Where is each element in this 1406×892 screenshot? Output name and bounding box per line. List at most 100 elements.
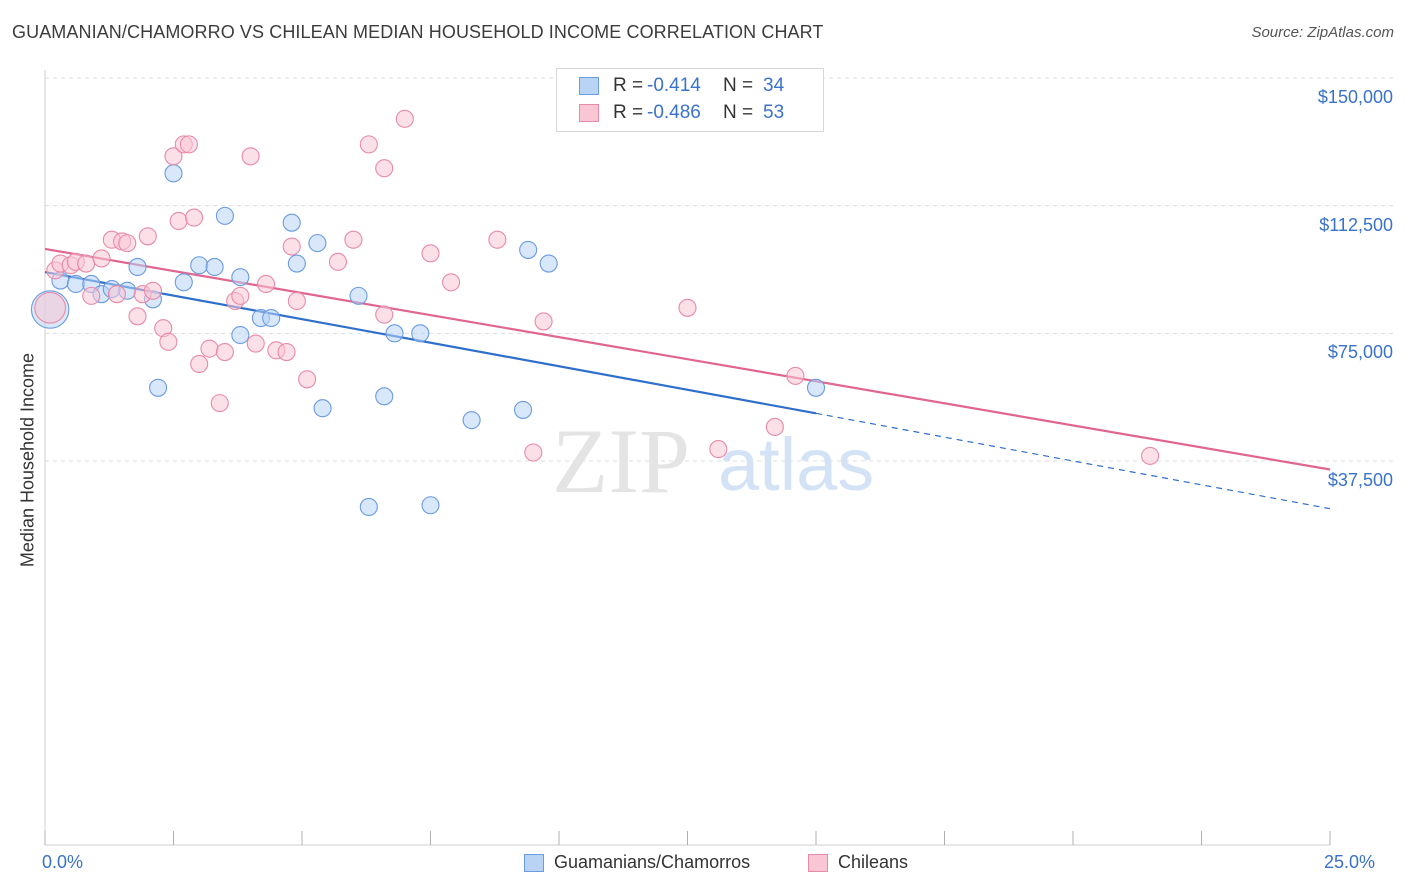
point-chilean (92, 249, 111, 268)
point-guamanian (513, 400, 533, 419)
point-chilean (678, 298, 697, 317)
point-chilean (159, 332, 178, 351)
point-guamanian (359, 497, 378, 517)
point-chilean (709, 440, 728, 459)
bottom-legend-label-chilean: Chileans (838, 852, 909, 872)
point-guamanian (287, 254, 306, 273)
point-chilean (359, 135, 378, 154)
y-tick-label: $37,500 (1327, 470, 1393, 490)
watermark-zip: ZIP (552, 410, 690, 512)
legend-n-label: N = (723, 75, 754, 96)
point-guamanian (421, 496, 440, 515)
bottom-legend-swatch-chilean (808, 853, 828, 872)
point-chilean (215, 343, 234, 362)
point-chilean (138, 227, 157, 246)
point-chilean (298, 370, 317, 389)
point-guamanian (174, 273, 193, 292)
bottom-legend-label-guamanian: Guamanians/Chamorros (554, 852, 751, 872)
point-chilean (1141, 446, 1160, 465)
grid-lines (45, 77, 1395, 462)
point-chilean (128, 307, 147, 326)
point-guamanian (519, 240, 538, 259)
point-guamanian (190, 256, 209, 275)
point-chilean (375, 305, 394, 324)
y-tick-label: $150,000 (1317, 87, 1393, 107)
point-guamanian (164, 164, 183, 183)
legend-r-value: -0.486 (647, 102, 701, 123)
watermark-atlas: atlas (718, 423, 874, 506)
chart-source: Source: ZipAtlas.com (1251, 24, 1394, 41)
x-max-label: 25.0% (1324, 852, 1376, 872)
point-chilean (287, 291, 306, 311)
legend-r-value: -0.414 (647, 75, 701, 96)
legend-r-label: R = (613, 75, 644, 96)
point-chilean (765, 417, 784, 437)
point-chilean (786, 366, 805, 385)
chart-title: GUAMANIAN/CHAMORRO VS CHILEAN MEDIAN HOU… (12, 22, 824, 42)
point-guamanian (806, 378, 826, 397)
point-guamanian (262, 308, 281, 328)
point-guamanian (149, 378, 168, 397)
point-chilean (241, 147, 260, 166)
point-guamanian (205, 257, 224, 276)
point-chilean (534, 312, 553, 331)
point-guamanian (215, 206, 234, 225)
point-guamanian (349, 286, 368, 305)
bottom-legend-guamanian: Guamanians/Chamorros (524, 852, 750, 873)
point-chilean (282, 237, 301, 256)
point-chilean (118, 234, 137, 253)
point-guamanian (231, 325, 250, 345)
point-guamanian (231, 268, 250, 287)
point-guamanian (308, 234, 327, 253)
point-guamanian (128, 257, 147, 276)
y-tick-label: $112,500 (1319, 214, 1393, 235)
point-guamanian (385, 324, 404, 343)
y-tick-label: $75,000 (1327, 342, 1393, 363)
point-guamanian (375, 387, 394, 406)
legend-row-chilean: R = -0.486 N = 53 (579, 101, 839, 125)
point-guamanian (539, 254, 558, 273)
point-chilean (442, 273, 461, 292)
point-chilean (143, 281, 162, 300)
point-chilean (375, 159, 394, 178)
legend-n-value: 53 (763, 102, 785, 123)
point-guamanian (66, 274, 85, 294)
bottom-legend-chilean: Chileans (808, 852, 908, 873)
point-chilean (107, 285, 127, 304)
point-chilean (164, 147, 183, 166)
point-chilean (82, 286, 101, 305)
point-chilean (200, 339, 219, 358)
point-chilean (210, 394, 229, 413)
point-guamanian (313, 399, 332, 418)
point-chilean (328, 252, 348, 271)
x-min-label: 0.0% (42, 852, 84, 872)
point-chilean (190, 354, 209, 374)
watermark: ZIP atlas (552, 410, 874, 512)
axes (44, 70, 1331, 846)
point-chilean (488, 230, 507, 249)
point-chilean (277, 343, 296, 362)
point-guamanian (462, 411, 481, 430)
correlation-legend: R = -0.414 N = 34 R = -0.486 N = 53 (556, 68, 824, 132)
point-guamanian (282, 213, 301, 232)
point-chilean (421, 244, 440, 263)
bottom-legend-swatch-guamanian (524, 853, 544, 872)
y-axis-title: Median Household Income (17, 352, 38, 568)
point-chilean (344, 230, 363, 249)
legend-n-label: N = (723, 102, 754, 123)
point-chilean (185, 208, 204, 227)
point-chilean (524, 443, 543, 462)
point-chilean (231, 286, 250, 305)
point-chilean (169, 211, 188, 231)
legend-swatch-guamanian (579, 77, 599, 95)
legend-r-label: R = (613, 102, 644, 123)
legend-swatch-chilean (579, 104, 599, 122)
trend-line-guamanian (44, 270, 817, 415)
point-chilean (395, 109, 414, 128)
point-guamanian (411, 324, 430, 343)
legend-row-guamanian: R = -0.414 N = 34 (579, 74, 839, 98)
point-chilean (77, 254, 96, 273)
point-chilean (256, 274, 276, 294)
point-chilean (179, 135, 198, 154)
